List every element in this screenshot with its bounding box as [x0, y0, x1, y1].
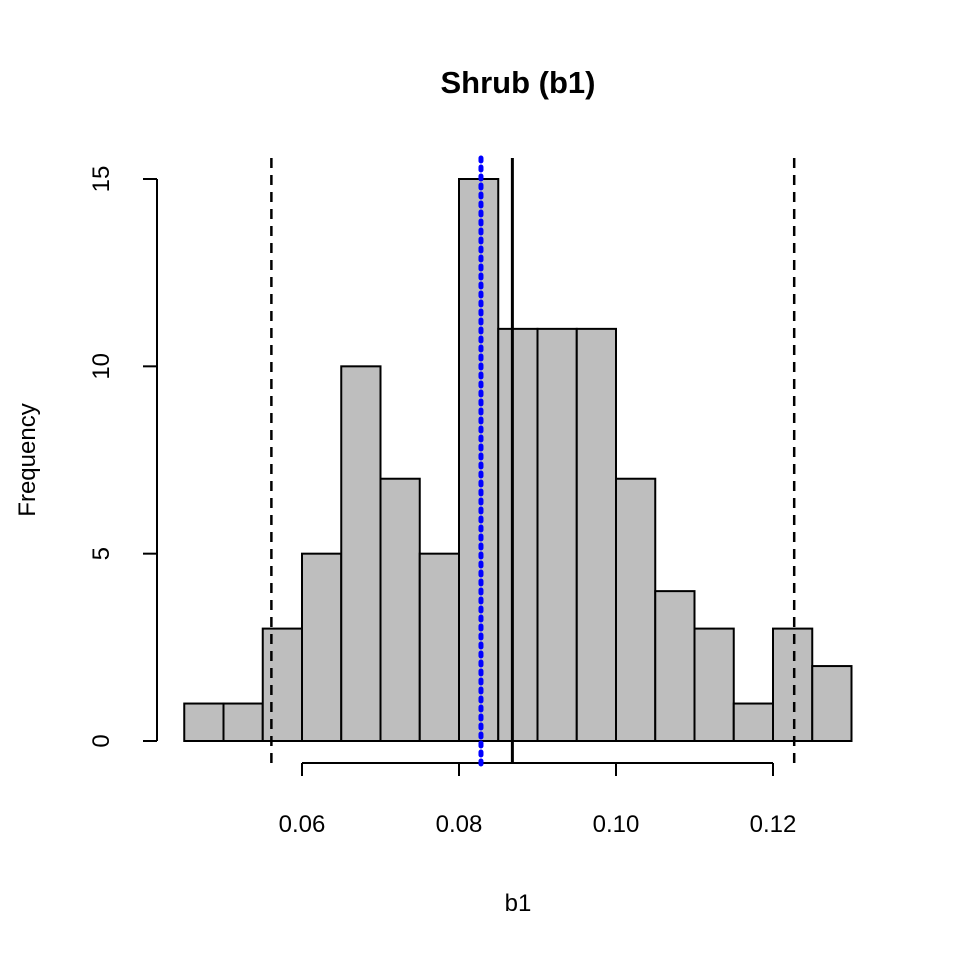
y-axis: 0 5 10 15: [88, 166, 158, 748]
histogram-bar: [497, 327, 539, 742]
bars: [183, 178, 853, 743]
histogram-bar: [261, 627, 303, 742]
histogram-bar: [222, 702, 264, 742]
histogram-bar: [536, 327, 578, 742]
histogram-bar: [811, 665, 853, 742]
y-tick-label: 15: [88, 166, 115, 193]
histogram-bar: [654, 590, 696, 743]
histogram-bar: [340, 365, 382, 742]
histogram-bar: [693, 627, 735, 742]
x-tick-label: 0.08: [436, 811, 483, 838]
histogram-bar: [418, 552, 460, 743]
x-tick-label: 0.06: [279, 811, 326, 838]
y-tick-label: 10: [88, 353, 115, 380]
histogram-bar: [301, 552, 343, 743]
y-tick-label: 5: [88, 547, 115, 560]
x-tick-label: 0.10: [593, 811, 640, 838]
histogram-bar: [732, 702, 774, 742]
histogram-bar: [772, 627, 814, 742]
histogram-bar: [379, 477, 421, 742]
histogram-bar: [615, 477, 657, 742]
y-axis-label: Frequency: [14, 403, 41, 516]
histogram-bar: [183, 702, 225, 742]
x-axis-label: b1: [505, 890, 532, 917]
x-axis: 0.06 0.08 0.10 0.12: [279, 762, 797, 838]
x-tick-label: 0.12: [750, 811, 797, 838]
y-tick-label: 0: [88, 734, 115, 747]
histogram-bar: [575, 327, 617, 742]
chart-title: Shrub (b1): [441, 65, 596, 100]
reference-lines: [270, 155, 796, 767]
